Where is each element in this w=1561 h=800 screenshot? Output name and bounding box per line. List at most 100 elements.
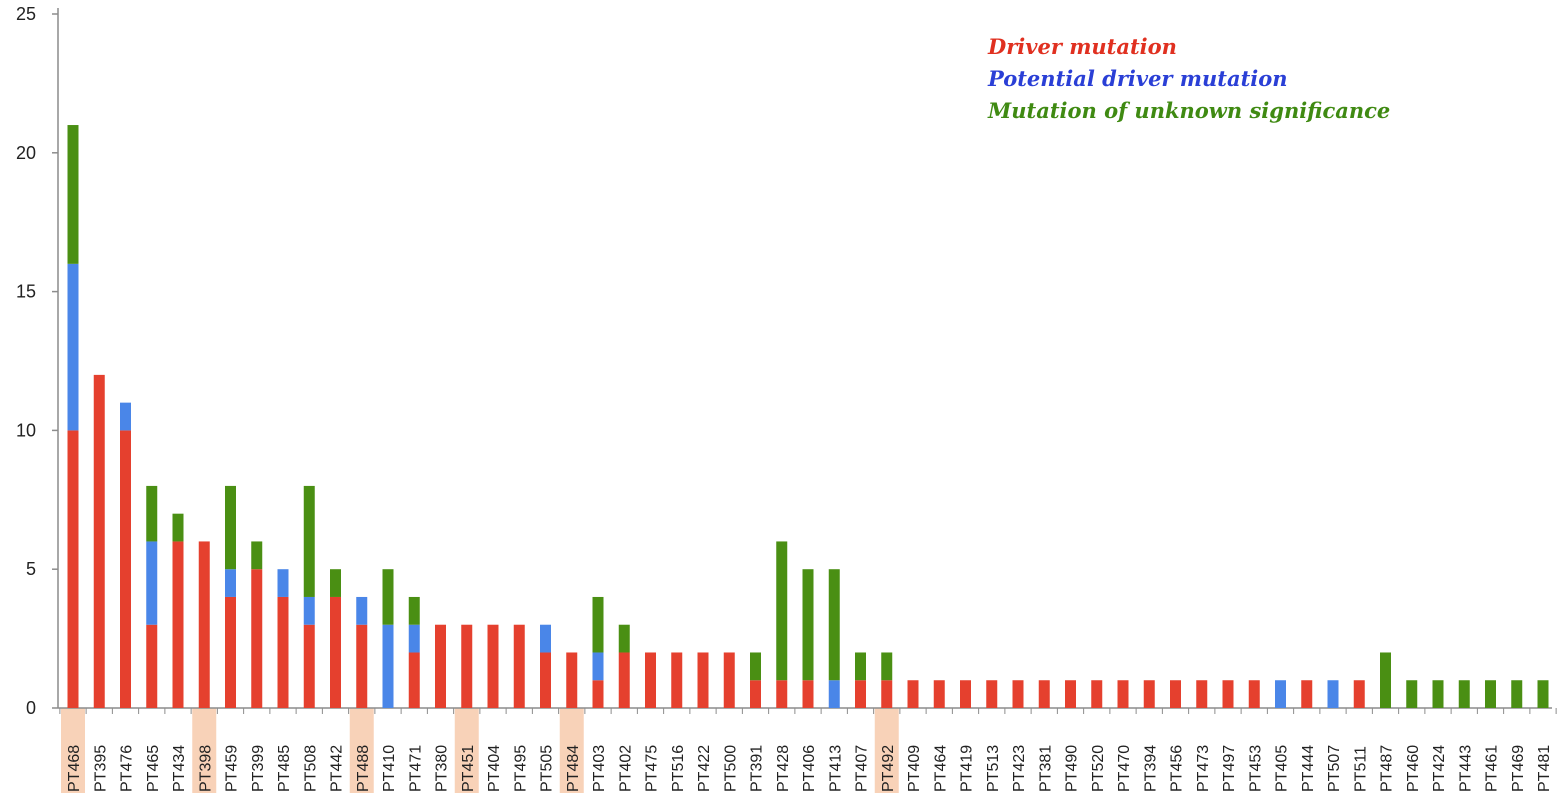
x-tick-label-pt419: PT419 bbox=[959, 745, 976, 792]
bar-pt505-series-1 bbox=[540, 624, 551, 653]
bar-pt423-series-0 bbox=[1012, 680, 1024, 708]
bar-pt470-series-0 bbox=[1117, 680, 1129, 708]
bar-pt451-series-0 bbox=[461, 624, 473, 708]
bar-pt380-series-0 bbox=[435, 624, 446, 708]
bar-pt419-series-0 bbox=[960, 680, 971, 708]
x-tick-label-pt428: PT428 bbox=[775, 745, 792, 792]
y-tick-label-25: 25 bbox=[16, 4, 36, 24]
bar-pt399-series-2 bbox=[251, 541, 263, 570]
bar-pt488-series-1 bbox=[356, 596, 368, 625]
bar-pt476-series-1 bbox=[120, 402, 131, 431]
bar-pt459-series-2 bbox=[225, 485, 236, 570]
bar-pt403-series-1 bbox=[592, 652, 604, 681]
highlight-pt484 bbox=[559, 708, 584, 793]
bar-pt465-series-2 bbox=[146, 485, 158, 542]
bar-pt456-series-0 bbox=[1170, 680, 1181, 708]
bar-pt473-series-0 bbox=[1196, 680, 1208, 708]
bar-pt403-series-2 bbox=[592, 596, 604, 653]
x-tick-label-pt409: PT409 bbox=[906, 745, 923, 792]
bar-pt464-series-0 bbox=[933, 680, 945, 708]
bar-pt407-series-2 bbox=[855, 652, 866, 681]
bar-pt442-series-2 bbox=[330, 569, 341, 597]
bar-pt434-series-2 bbox=[172, 513, 184, 542]
x-tick-label-pt464: PT464 bbox=[932, 745, 949, 792]
bar-pt468-series-1 bbox=[67, 263, 79, 431]
x-tick-label-pt413: PT413 bbox=[827, 745, 844, 792]
y-tick-label-20: 20 bbox=[16, 143, 36, 163]
bar-pt403-series-0 bbox=[592, 680, 604, 708]
x-tick-label-pt381: PT381 bbox=[1037, 745, 1054, 792]
bar-pt410-series-1 bbox=[382, 624, 394, 708]
legend: Driver mutation Potential driver mutation… bbox=[987, 34, 1390, 123]
bar-pt469-series-2 bbox=[1511, 680, 1523, 708]
bar-pt488-series-0 bbox=[356, 624, 368, 708]
bar-pt471-series-2 bbox=[408, 596, 420, 625]
bar-pt476-series-0 bbox=[120, 430, 131, 708]
x-tick-label-pt487: PT487 bbox=[1379, 745, 1396, 792]
y-tick-label-10: 10 bbox=[16, 420, 36, 440]
bar-pt394-series-0 bbox=[1143, 680, 1155, 708]
bar-pt484-series-0 bbox=[566, 652, 578, 708]
highlight-pt492 bbox=[874, 708, 899, 793]
bar-pt516-series-0 bbox=[671, 652, 683, 708]
x-tick-label-pt410: PT410 bbox=[381, 745, 398, 792]
highlight-pt398 bbox=[192, 708, 217, 793]
y-tick-label-15: 15 bbox=[16, 282, 36, 302]
highlight-pt468 bbox=[61, 708, 85, 793]
bar-pt513-series-0 bbox=[986, 680, 998, 708]
x-tick-label-pt473: PT473 bbox=[1195, 745, 1212, 792]
x-tick-label-pt505: PT505 bbox=[539, 745, 556, 792]
x-tick-label-pt475: PT475 bbox=[644, 745, 661, 792]
x-tick-label-pt500: PT500 bbox=[722, 745, 739, 792]
bar-pt459-series-0 bbox=[225, 596, 236, 708]
x-tick-label-pt456: PT456 bbox=[1169, 745, 1186, 792]
x-tick-label-pt465: PT465 bbox=[145, 745, 162, 792]
x-tick-label-pt460: PT460 bbox=[1405, 745, 1422, 792]
legend-entry-0: Driver mutation bbox=[987, 34, 1177, 59]
bar-pt442-series-0 bbox=[330, 596, 341, 708]
bar-pt475-series-0 bbox=[645, 652, 656, 708]
bar-pt405-series-1 bbox=[1275, 680, 1286, 708]
bar-pt492-series-2 bbox=[881, 652, 893, 681]
bar-pt406-series-2 bbox=[802, 569, 814, 681]
bar-pt461-series-2 bbox=[1485, 680, 1496, 708]
x-tick-label-pt520: PT520 bbox=[1090, 745, 1107, 792]
bar-pt465-series-1 bbox=[146, 541, 158, 625]
bar-pt399-series-0 bbox=[251, 569, 263, 708]
bar-pt422-series-0 bbox=[697, 652, 709, 708]
x-tick-label-pt443: PT443 bbox=[1457, 745, 1474, 792]
bar-pt508-series-1 bbox=[303, 596, 315, 625]
bar-pt492-series-0 bbox=[881, 680, 893, 708]
y-tick-label-5: 5 bbox=[26, 559, 36, 579]
x-tick-label-pt391: PT391 bbox=[749, 745, 766, 792]
x-tick-label-pt402: PT402 bbox=[617, 745, 634, 792]
x-tick-label-pt485: PT485 bbox=[276, 745, 293, 792]
x-tick-label-pt380: PT380 bbox=[434, 745, 451, 792]
x-tick-label-pt394: PT394 bbox=[1142, 745, 1159, 792]
bar-pt428-series-2 bbox=[776, 541, 788, 681]
x-tick-label-pt507: PT507 bbox=[1326, 745, 1343, 792]
x-tick-label-pt403: PT403 bbox=[591, 745, 608, 792]
bar-pt500-series-0 bbox=[723, 652, 735, 708]
bar-pt404-series-0 bbox=[487, 624, 499, 708]
bar-pt495-series-0 bbox=[513, 624, 525, 708]
bar-pt468-series-2 bbox=[67, 125, 79, 264]
bar-pt520-series-0 bbox=[1091, 680, 1103, 708]
x-tick-label-pt434: PT434 bbox=[171, 745, 188, 792]
bar-pt413-series-2 bbox=[828, 569, 840, 681]
bars bbox=[67, 125, 1549, 708]
x-tick-label-pt468: PT468 bbox=[66, 745, 83, 792]
x-tick-label-pt399: PT399 bbox=[250, 745, 267, 792]
x-tick-label-pt497: PT497 bbox=[1221, 745, 1238, 792]
bar-pt407-series-0 bbox=[855, 680, 866, 708]
bar-pt434-series-0 bbox=[172, 541, 184, 708]
bar-pt413-series-1 bbox=[828, 680, 840, 708]
x-tick-label-pt422: PT422 bbox=[696, 745, 713, 792]
bar-pt395-series-0 bbox=[93, 374, 105, 708]
x-tick-label-pt404: PT404 bbox=[486, 745, 503, 792]
bar-pt507-series-1 bbox=[1327, 680, 1339, 708]
x-tick-label-pt490: PT490 bbox=[1064, 745, 1081, 792]
x-tick-label-pt459: PT459 bbox=[224, 745, 241, 792]
